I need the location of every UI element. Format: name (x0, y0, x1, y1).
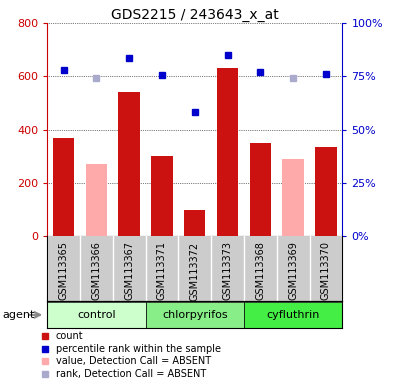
Text: GSM113367: GSM113367 (124, 242, 134, 300)
Bar (47, 302, 145, 328)
Bar (184, 210, 205, 236)
Bar (315, 147, 336, 236)
Bar (53, 137, 74, 236)
Text: value, Detection Call = ABSENT: value, Detection Call = ABSENT (56, 356, 210, 366)
Text: GSM113373: GSM113373 (222, 242, 232, 300)
Bar (243, 302, 342, 328)
Text: cyfluthrin: cyfluthrin (266, 310, 319, 320)
Bar (145, 302, 243, 328)
Text: GSM113372: GSM113372 (189, 242, 199, 301)
Text: agent: agent (2, 310, 34, 320)
Text: count: count (56, 331, 83, 341)
Text: GSM113368: GSM113368 (255, 242, 265, 300)
Bar (118, 92, 139, 236)
Bar (85, 164, 107, 236)
Text: chlorpyrifos: chlorpyrifos (162, 310, 227, 320)
Text: GSM113370: GSM113370 (320, 242, 330, 300)
Bar (249, 143, 270, 236)
Bar (216, 68, 238, 236)
Bar (151, 156, 172, 236)
Text: GSM113366: GSM113366 (91, 242, 101, 300)
Bar (282, 159, 303, 236)
Text: GSM113365: GSM113365 (58, 242, 68, 300)
Text: GSM113369: GSM113369 (288, 242, 297, 300)
Text: GSM113371: GSM113371 (157, 242, 166, 300)
Text: control: control (77, 310, 115, 320)
Text: rank, Detection Call = ABSENT: rank, Detection Call = ABSENT (56, 369, 205, 379)
Text: percentile rank within the sample: percentile rank within the sample (56, 344, 220, 354)
Title: GDS2215 / 243643_x_at: GDS2215 / 243643_x_at (110, 8, 278, 22)
